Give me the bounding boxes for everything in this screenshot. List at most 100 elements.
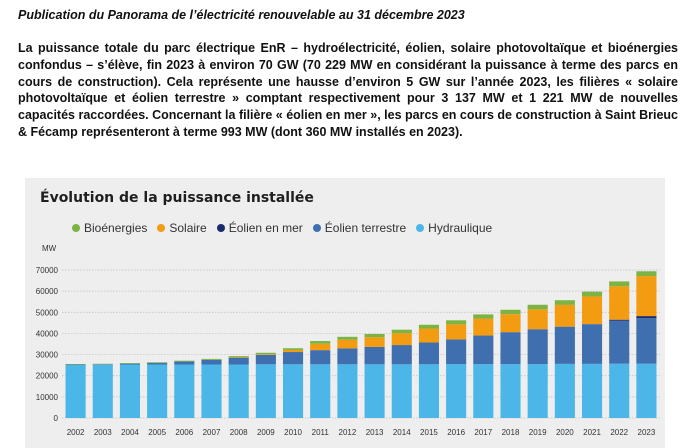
bar-solaire-2008 (228, 357, 249, 358)
bar-bioenergies-2019 (527, 304, 548, 310)
bar-eolien_terrestre-2018 (500, 332, 521, 365)
bar-hydraulique-2007 (201, 364, 222, 418)
bar-bioenergies-2023 (636, 271, 657, 277)
bar-bioenergies-2008 (228, 356, 249, 358)
legend-item-solaire: Solaire (157, 221, 207, 235)
bar-eolien_terrestre-2021 (581, 324, 603, 364)
x-tick-label: 2020 (556, 428, 574, 437)
x-tick-label: 2005 (148, 428, 166, 437)
bar-bioenergies-2013 (364, 333, 385, 338)
bar-bioenergies-2017 (473, 314, 494, 319)
bar-bioenergies-2014 (391, 329, 412, 334)
y-tick-label: 30000 (36, 351, 59, 360)
x-tick-label: 2023 (638, 428, 656, 437)
bar-hydraulique-2003 (92, 364, 113, 418)
x-tick-label: 2007 (203, 428, 221, 437)
bar-hydraulique-2006 (174, 364, 195, 418)
bar-solaire-2021 (581, 296, 603, 325)
bar-hydraulique-2008 (228, 364, 249, 418)
bar-eolien_terrestre-2002 (65, 364, 86, 366)
bar-bioenergies-2003 (92, 363, 113, 365)
x-tick-label: 2002 (67, 428, 85, 437)
legend-label-bioenergies: Bioénergies (84, 221, 148, 235)
bar-bioenergies-2022 (609, 281, 630, 287)
bar-solaire-2017 (473, 318, 494, 336)
bar-hydraulique-2018 (500, 364, 521, 418)
bar-hydraulique-2023 (636, 363, 657, 418)
x-tick-label: 2009 (257, 428, 275, 437)
bar-hydraulique-2002 (65, 364, 86, 418)
bar-eolien_terrestre-2019 (527, 329, 548, 365)
bar-bioenergies-2010 (282, 348, 304, 350)
bar-eolien_terrestre-2011 (310, 350, 331, 365)
bar-solaire-2010 (282, 349, 304, 353)
bar-eolien_terrestre-2020 (554, 326, 575, 364)
bar-hydraulique-2019 (527, 364, 548, 418)
bar-eolien_mer-2022 (609, 319, 630, 321)
bar-bioenergies-2002 (65, 364, 86, 365)
bar-hydraulique-2014 (391, 364, 412, 418)
legend-dot-solaire (157, 224, 166, 232)
x-tick-label: 2008 (230, 428, 248, 437)
bar-bioenergies-2015 (418, 324, 440, 329)
x-tick-label: 2010 (284, 428, 302, 437)
legend-dot-bioenergies (72, 224, 80, 232)
bar-eolien_terrestre-2008 (228, 357, 249, 365)
legend-label-hydraulique: Hydraulique (428, 221, 493, 235)
legend-label-eolien-mer: Éolien en mer (228, 221, 303, 235)
bar-bioenergies-2021 (581, 291, 603, 297)
bar-eolien_mer-2023 (636, 316, 657, 319)
bar-solaire-2023 (636, 276, 657, 317)
bar-hydraulique-2004 (119, 364, 141, 418)
legend-label-solaire: Solaire (169, 221, 207, 235)
y-tick-label: 0 (54, 414, 59, 423)
legend-dot-eolien-terrestre (312, 224, 321, 232)
legend-item-eolien-terrestre: Éolien terrestre (312, 221, 406, 235)
bar-bioenergies-2011 (310, 341, 331, 344)
bar-solaire-2015 (418, 328, 440, 343)
bar-solaire-2019 (527, 309, 548, 330)
bar-bioenergies-2016 (446, 320, 467, 325)
y-tick-label: 60000 (36, 287, 59, 296)
y-tick-label: 10000 (36, 393, 59, 402)
y-tick-label: 40000 (36, 329, 59, 338)
bar-bioenergies-2004 (119, 363, 141, 364)
x-tick-label: 2017 (474, 428, 492, 437)
bar-hydraulique-2009 (255, 364, 276, 418)
y-tick-label: 50000 (36, 308, 59, 317)
bar-bioenergies-2006 (174, 360, 195, 362)
x-tick-label: 2022 (610, 428, 628, 437)
bar-eolien_terrestre-2017 (473, 335, 494, 365)
bar-solaire-2009 (255, 354, 276, 355)
bar-hydraulique-2005 (147, 364, 168, 418)
bar-solaire-2022 (609, 286, 630, 320)
bar-eolien_terrestre-2016 (446, 339, 467, 365)
bar-hydraulique-2020 (554, 363, 575, 418)
y-tick-label: 20000 (36, 372, 59, 381)
bar-eolien_terrestre-2006 (174, 361, 195, 365)
bar-solaire-2011 (310, 343, 331, 351)
bar-eolien_terrestre-2015 (418, 342, 440, 365)
bar-bioenergies-2012 (337, 336, 358, 340)
bar-solaire-2016 (446, 324, 467, 340)
bar-eolien_terrestre-2012 (337, 348, 358, 365)
x-tick-label: 2011 (312, 428, 330, 437)
bar-hydraulique-2016 (446, 364, 467, 418)
bar-hydraulique-2012 (337, 364, 358, 418)
x-tick-label: 2003 (94, 428, 112, 437)
y-tick-label: 70000 (36, 266, 59, 275)
bar-hydraulique-2022 (609, 363, 630, 418)
bar-eolien_terrestre-2004 (119, 363, 141, 365)
x-tick-label: 2021 (583, 428, 601, 437)
legend-dot-hydraulique (416, 224, 425, 232)
bar-solaire-2013 (364, 337, 385, 347)
bar-bioenergies-2005 (147, 362, 168, 364)
legend-item-eolien-mer: Éolien en mer (216, 221, 303, 235)
legend-item-hydraulique: Hydraulique (416, 221, 492, 235)
bar-eolien_terrestre-2009 (255, 354, 276, 365)
x-tick-label: 2019 (529, 428, 547, 437)
bar-solaire-2020 (554, 304, 575, 327)
chart-title: Évolution de la puissance installée (40, 190, 314, 206)
x-tick-label: 2013 (366, 428, 384, 437)
